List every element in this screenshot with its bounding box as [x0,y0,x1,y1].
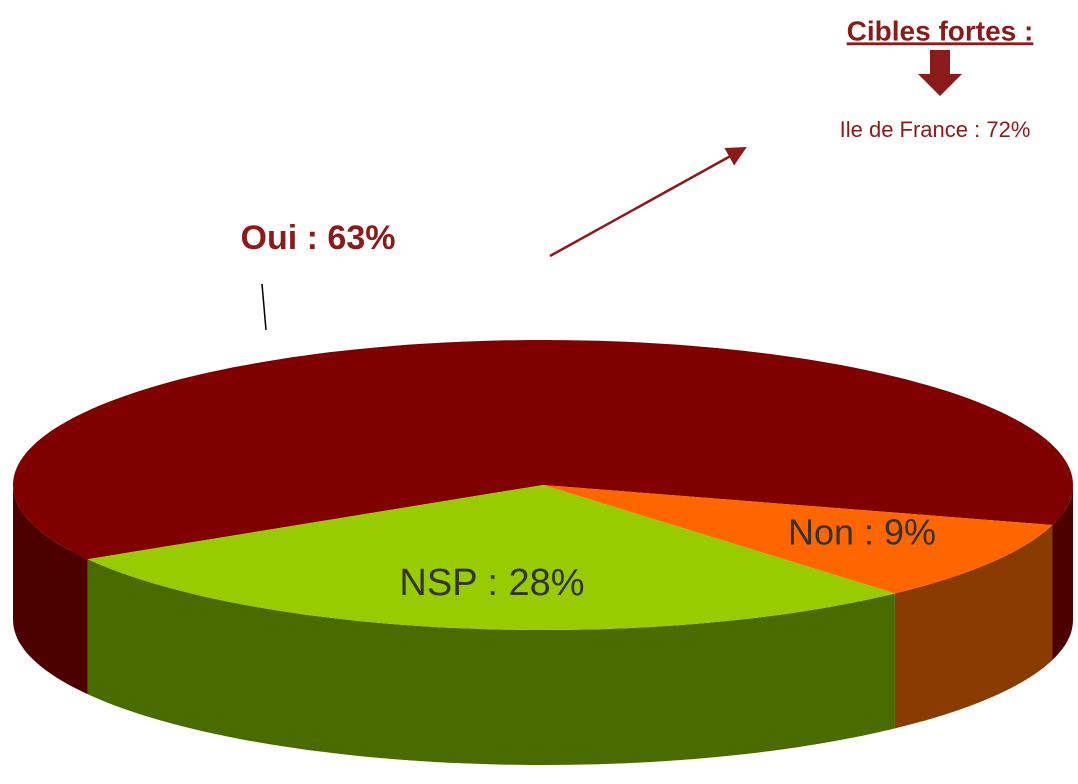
down-arrow [918,50,962,96]
leader-line [261,283,267,331]
slice [87,485,895,630]
slice-side [87,559,895,765]
slice [543,485,1053,594]
slice-side [894,525,1053,729]
data-label: Oui : 63% [241,219,396,257]
slice-side [1052,485,1073,660]
data-label: NSP : 28% [399,562,584,604]
annotation-detail: Ile de France : 72% [840,117,1031,142]
data-label: Non : 9% [788,512,936,553]
pie [13,340,1073,765]
annotation-heading: Cibles fortes : [847,15,1034,46]
slice [13,340,1073,560]
slice-side [13,485,88,695]
callout-arrow [549,146,747,258]
